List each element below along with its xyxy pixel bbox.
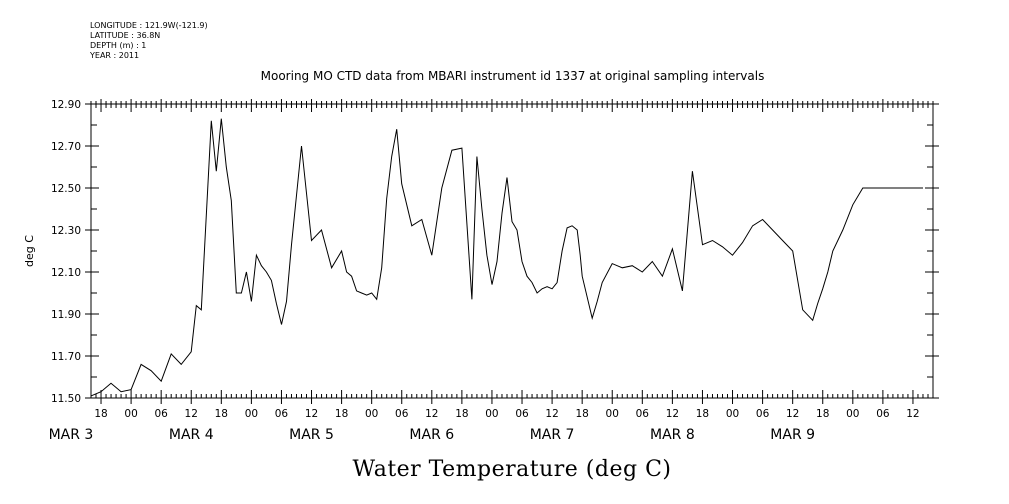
x-day-label: MAR 4 xyxy=(169,427,214,443)
x-tick-label: 06 xyxy=(154,408,168,420)
ticks-layer xyxy=(85,99,939,404)
y-tick-label: 12.10 xyxy=(51,267,81,279)
x-tick-label: 12 xyxy=(666,408,679,420)
x-tick-label: 18 xyxy=(94,408,107,420)
x-tick-label: 06 xyxy=(756,408,770,420)
depth-text: DEPTH (m) : 1 xyxy=(90,41,147,50)
latitude-text: LATITUDE : 36.8N xyxy=(90,31,161,40)
y-tick-label: 11.50 xyxy=(51,393,81,405)
x-tick-label: 06 xyxy=(515,408,529,420)
y-tick-label: 12.50 xyxy=(51,183,81,195)
y-tick-label: 12.30 xyxy=(51,225,81,237)
year-text: YEAR : 2011 xyxy=(90,51,140,60)
x-day-label: MAR 3 xyxy=(49,427,94,443)
x-tick-label: 18 xyxy=(215,408,228,420)
x-tick-label: 18 xyxy=(455,408,468,420)
labels-layer: 11.50 11.70 11.90 12.10 12.30 12.50 12.70 12.90… xyxy=(49,99,920,443)
y-tick-label: 12.90 xyxy=(51,99,81,111)
chart-title: Mooring MO CTD data from MBARI instrumen… xyxy=(260,69,765,83)
x-day-label: MAR 8 xyxy=(650,427,695,443)
y-tick-label: 11.90 xyxy=(51,309,81,321)
metadata-block: LONGITUDE : 121.9W(-121.9) LATITUDE : 36… xyxy=(90,21,208,61)
x-tick-label: 18 xyxy=(575,408,588,420)
x-tick-label: 00 xyxy=(245,408,258,420)
plot-frame xyxy=(90,103,934,399)
x-tick-label: 00 xyxy=(606,408,619,420)
y-tick-label: 12.70 xyxy=(51,141,81,153)
x-tick-label: 06 xyxy=(275,408,289,420)
x-tick-label: 18 xyxy=(816,408,829,420)
x-tick-label: 00 xyxy=(485,408,498,420)
x-tick-label: 06 xyxy=(395,408,409,420)
x-tick-label: 00 xyxy=(846,408,859,420)
x-day-label: MAR 5 xyxy=(289,427,334,443)
x-tick-label: 00 xyxy=(365,408,378,420)
water-temperature-series-line xyxy=(90,118,923,397)
x-day-label: MAR 6 xyxy=(409,427,454,443)
x-tick-label: 00 xyxy=(124,408,137,420)
x-tick-label: 06 xyxy=(876,408,890,420)
y-axis-label: deg C xyxy=(23,235,36,267)
x-tick-label: 06 xyxy=(636,408,650,420)
x-tick-label: 12 xyxy=(786,408,799,420)
x-tick-label: 12 xyxy=(425,408,438,420)
y-tick-label: 11.70 xyxy=(51,351,81,363)
x-day-label: MAR 7 xyxy=(530,427,575,443)
x-axis-label: Water Temperature (deg C) xyxy=(353,457,672,482)
x-tick-label: 12 xyxy=(305,408,318,420)
longitude-text: LONGITUDE : 121.9W(-121.9) xyxy=(90,21,208,30)
x-tick-label: 18 xyxy=(335,408,348,420)
x-tick-label: 12 xyxy=(545,408,558,420)
x-day-label: MAR 9 xyxy=(770,427,815,443)
x-tick-label: 00 xyxy=(726,408,739,420)
x-tick-label: 12 xyxy=(185,408,198,420)
x-tick-label: 18 xyxy=(696,408,709,420)
x-tick-label: 12 xyxy=(906,408,919,420)
